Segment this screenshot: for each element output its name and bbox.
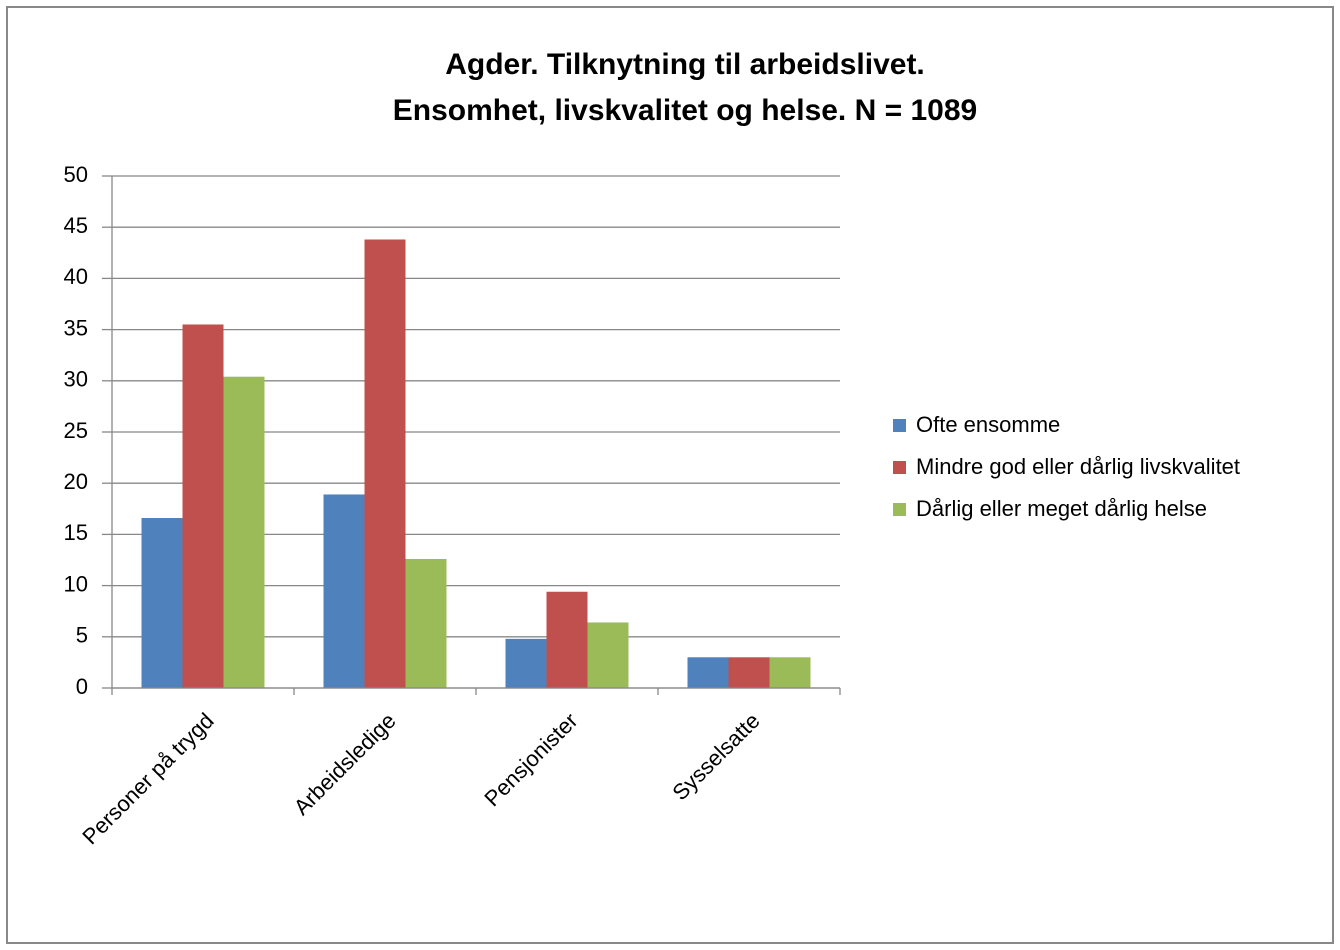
y-tick-label: 20: [64, 469, 88, 494]
legend-item: Ofte ensomme: [893, 410, 1273, 440]
y-tick-label: 10: [64, 571, 88, 596]
legend-label: Dårlig eller meget dårlig helse: [916, 496, 1208, 521]
legend-label: Ofte ensomme: [916, 412, 1061, 437]
y-tick-label: 40: [64, 264, 88, 289]
bar: [182, 324, 224, 688]
y-tick-label: 30: [64, 367, 88, 392]
chart-title: Ensomhet, livskvalitet og helse. N = 108…: [393, 94, 977, 127]
chart-title: Agder. Tilknytning til arbeidslivet.: [445, 48, 925, 81]
legend-item: Dårlig eller meget dårlig helse: [893, 494, 1273, 524]
bar: [323, 494, 365, 688]
y-tick-label: 35: [64, 315, 88, 340]
legend-label: Mindre god eller dårlig livskvalitet: [916, 454, 1241, 479]
y-tick-label: 50: [64, 162, 88, 187]
legend-swatch: [893, 461, 906, 474]
bar: [405, 558, 447, 688]
legend: Ofte ensomme Mindre god eller dårlig livs…: [893, 410, 1273, 536]
legend-item: Mindre god eller dårlig livskvalitet: [893, 452, 1273, 482]
bar: [505, 638, 547, 688]
legend-swatch: [893, 503, 906, 516]
bar: [364, 239, 406, 688]
bar: [769, 657, 811, 688]
y-tick-label: 25: [64, 418, 88, 443]
bar: [223, 376, 265, 688]
legend-swatch: [893, 419, 906, 432]
bar: [728, 657, 770, 688]
bar: [587, 622, 629, 688]
bar: [546, 591, 588, 688]
bar: [687, 657, 729, 688]
y-tick-label: 5: [76, 623, 88, 648]
y-tick-label: 0: [76, 674, 88, 699]
y-tick-label: 15: [64, 520, 88, 545]
y-tick-label: 45: [64, 213, 88, 238]
bar: [141, 518, 183, 688]
